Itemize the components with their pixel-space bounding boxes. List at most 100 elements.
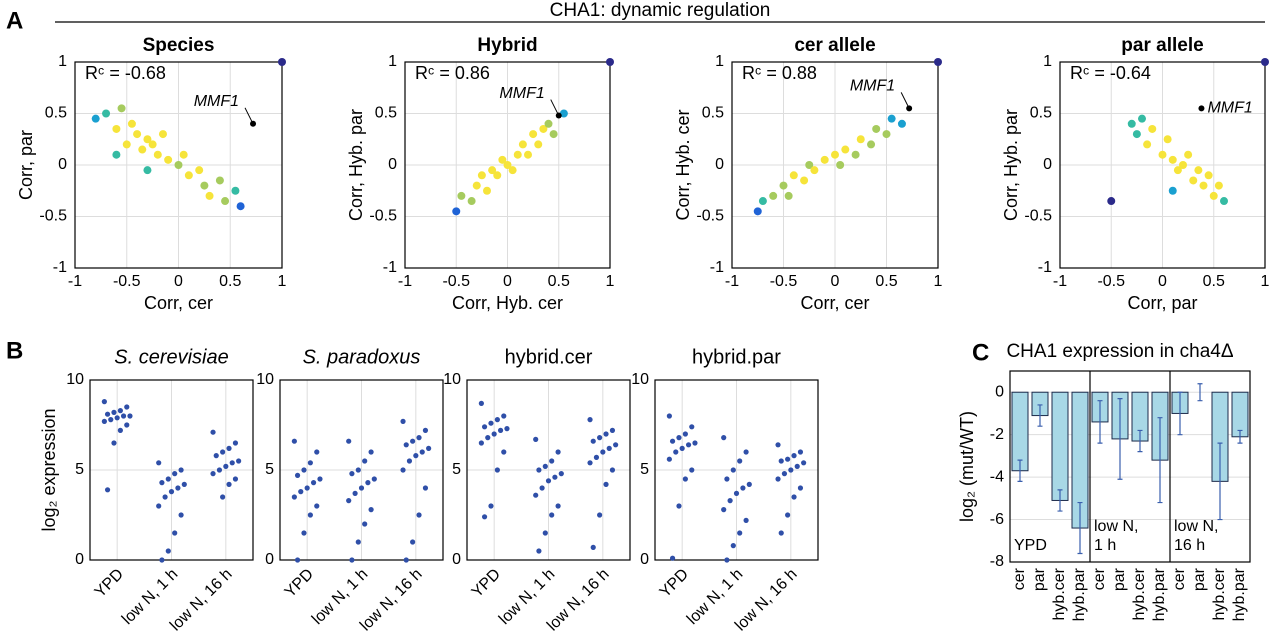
point [478,440,484,446]
point [775,442,781,448]
point [143,166,152,175]
x-axis-label: Corr, Hyb. cer [452,293,563,313]
panel-label: C [972,339,989,366]
point [555,449,561,455]
y-tick-label: 5 [452,461,461,478]
point [314,449,320,455]
point [220,449,226,455]
error-bar [1117,397,1123,480]
annotation: Rᶜ = 0.88 [742,63,817,83]
annotation: Rᶜ = -0.64 [1070,63,1151,83]
x-tick-label: par [1031,567,1048,591]
y-tick-label: -1 [1038,259,1052,276]
point [1261,58,1269,66]
point [143,135,152,144]
point [120,413,127,419]
bar [1051,391,1069,501]
point [775,476,781,482]
x-tick-label: -0.5 [770,273,798,290]
error-bar [1037,404,1043,427]
point [737,458,743,464]
y-tick-label: -8 [990,553,1004,570]
point [533,436,539,442]
point [682,431,688,437]
y-axis-label: Corr, par [16,130,36,200]
group-label: YPD [1014,537,1047,554]
point [1199,181,1208,190]
error-bar [1217,442,1223,521]
point [606,58,614,66]
point [587,460,593,466]
point [724,557,730,563]
x-tick-label: YPD [657,566,692,601]
y-tick-label: -4 [990,468,1004,485]
point [158,130,167,139]
point [410,438,416,444]
axes-frame [466,379,631,561]
point [518,140,527,149]
point [291,438,297,444]
point [117,104,126,113]
figure-title: CHA1: dynamic regulation [550,0,771,21]
point [317,476,323,482]
y-tick-label: 0 [715,156,724,173]
point [794,463,800,469]
point [934,58,942,66]
y-tick-label: -2 [990,426,1004,443]
point [797,485,804,491]
point [124,422,130,428]
chart-title: Species [143,35,215,56]
point [221,197,230,206]
point [730,467,736,473]
point [533,492,539,498]
x-axis-label: Corr, cer [144,293,213,313]
point [746,481,752,487]
point [349,557,355,563]
y-tick-label: 0.5 [702,105,724,122]
point [545,478,552,484]
chart-title: Hybrid [477,35,537,56]
point [117,408,123,414]
point [501,449,507,455]
y-tick-label: 0.5 [1030,105,1052,122]
point [291,494,297,500]
point [867,140,876,149]
point [156,460,162,466]
y-tick-label: -0.5 [696,208,724,225]
error-bar [1077,501,1083,555]
point [724,476,730,482]
point [692,440,698,446]
point [559,109,568,118]
point [304,485,310,491]
point [127,119,136,128]
point [112,150,121,159]
point [791,494,797,500]
point [810,166,819,175]
chart-title: hybrid.par [692,346,781,368]
point [172,471,178,477]
y-tick-label: -6 [990,511,1004,528]
error-bar [1177,391,1183,436]
point [856,135,865,144]
point [805,161,814,169]
point [508,166,517,175]
point [676,503,682,509]
x-tick-label: 0 [174,273,183,290]
point [779,181,788,190]
point [481,424,488,430]
point [503,161,512,169]
group-label: 16 h [1174,537,1205,554]
point [226,445,232,451]
point [481,514,488,520]
point [1179,161,1187,169]
point [801,460,807,466]
point [307,460,313,466]
y-tick-label: 10 [66,371,84,388]
y-tick-label: 5 [640,461,649,478]
point [549,512,555,518]
point [1163,135,1172,144]
point [497,427,504,433]
point [841,145,850,154]
point [178,467,184,473]
x-tick-label: cer [1011,567,1028,590]
